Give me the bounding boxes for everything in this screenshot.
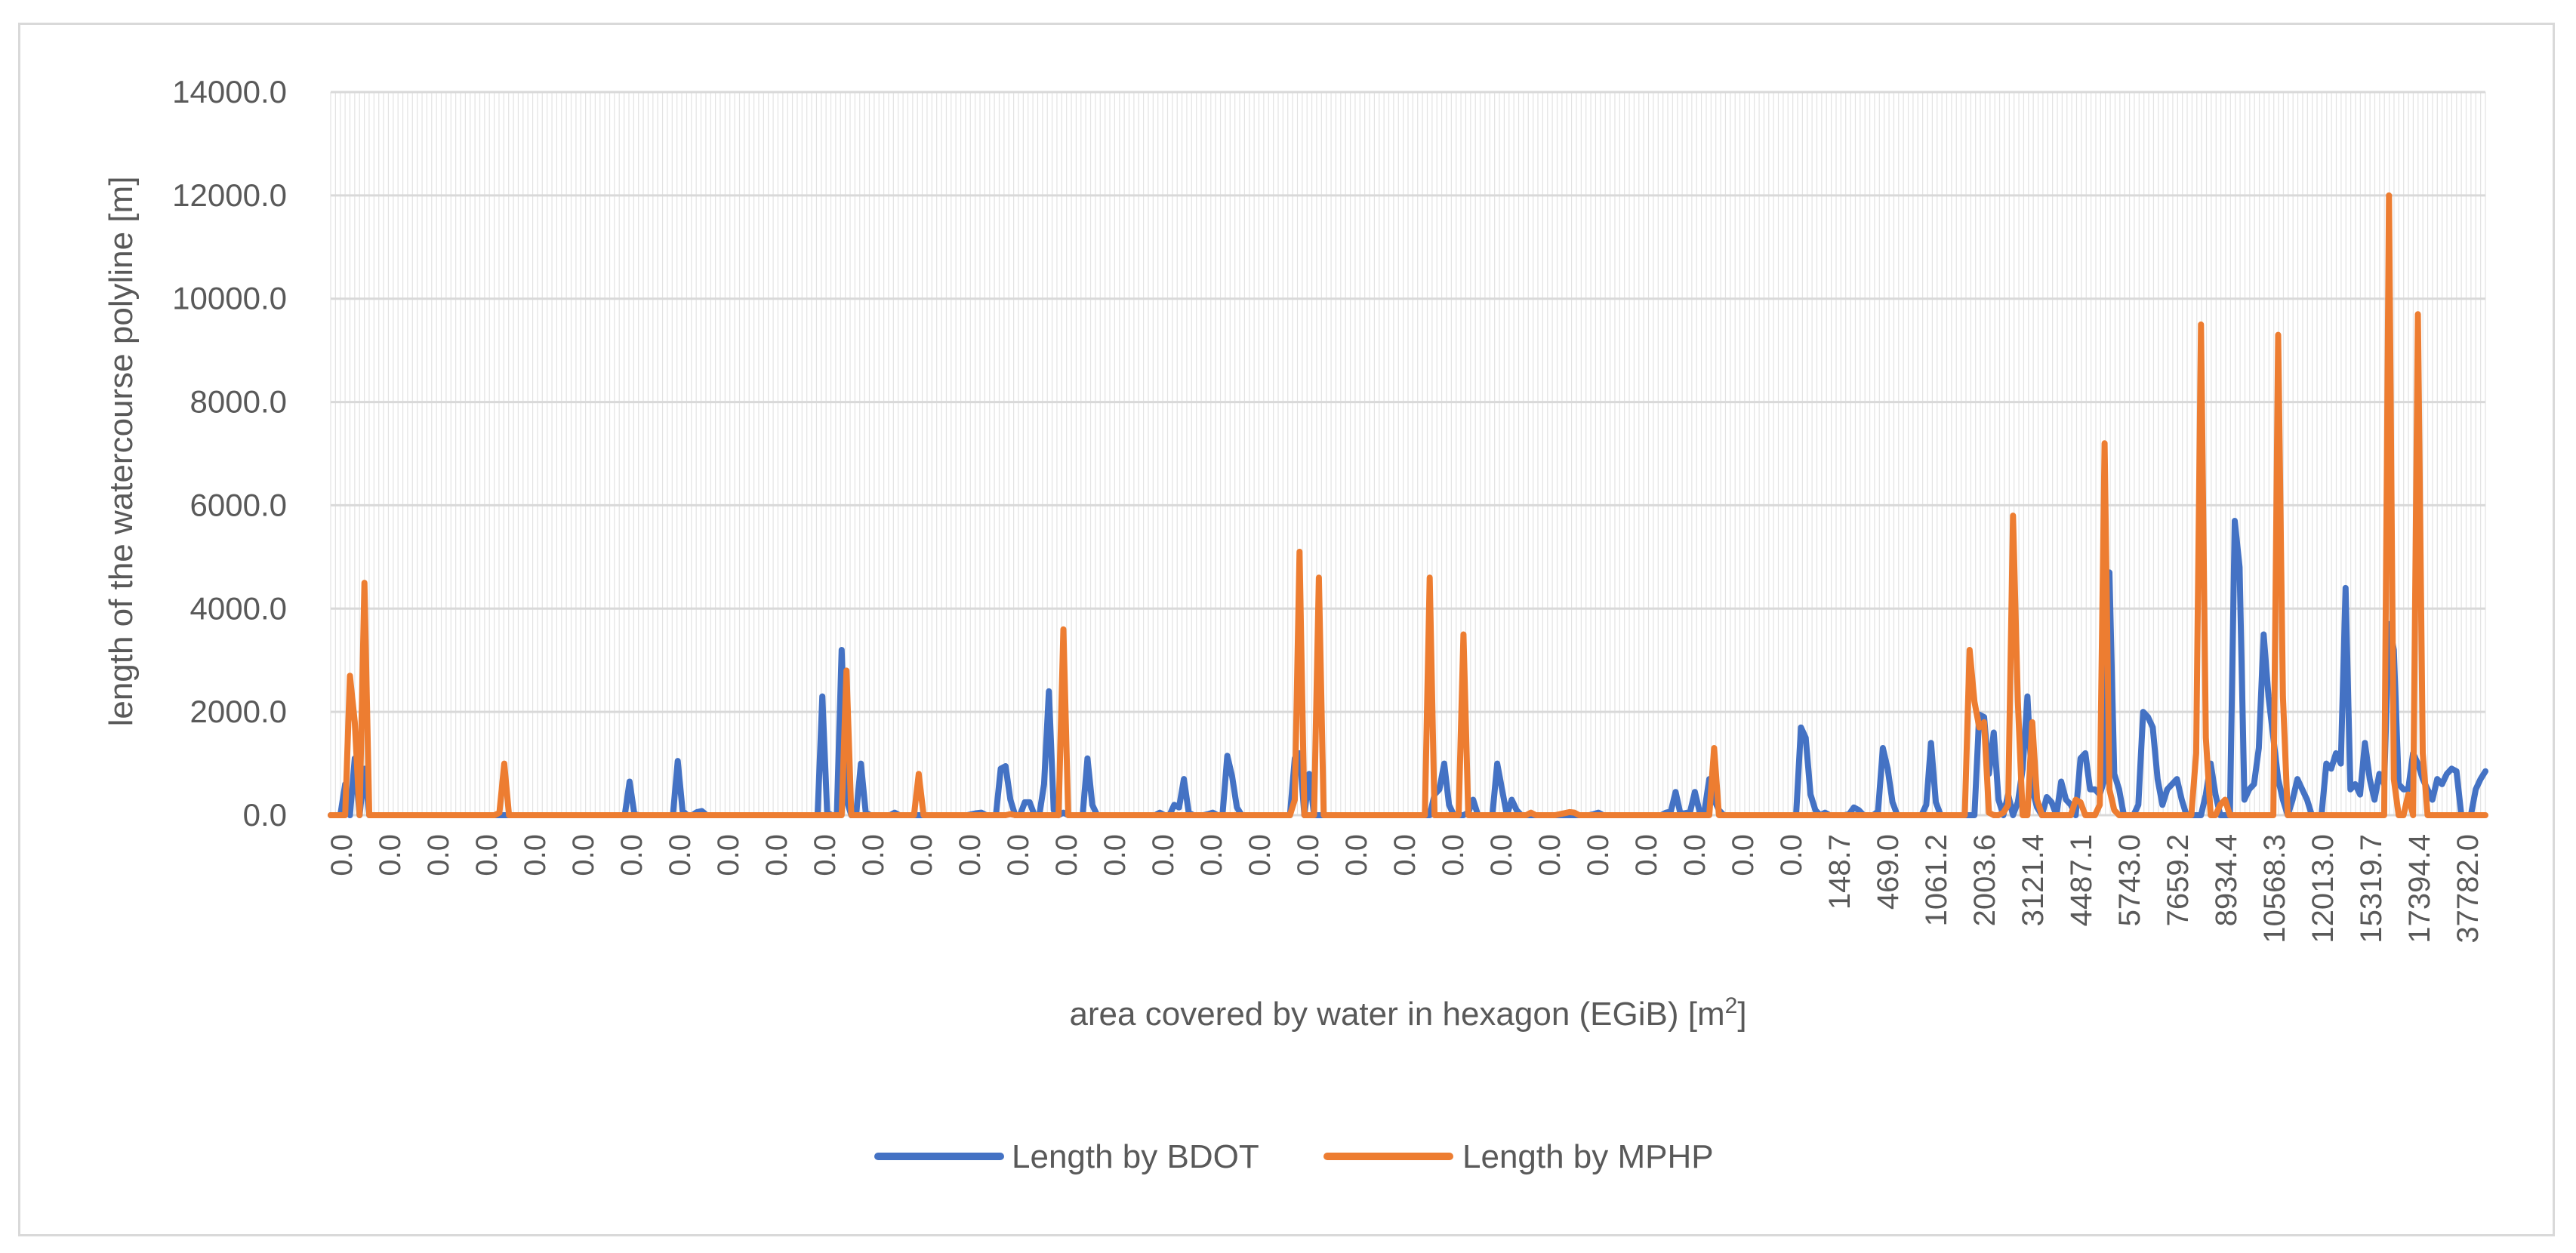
x-tick-label: 0.0 [615,834,649,876]
x-tick-label: 12013.0 [2306,834,2340,944]
x-tick-label: 0.0 [1195,834,1228,876]
legend: Length by BDOT Length by MPHP [874,1138,1714,1175]
x-tick-label: 0.0 [374,834,407,876]
x-tick-label: 0.0 [1533,834,1567,876]
x-tick-label: 0.0 [1243,834,1277,876]
legend-label-bdot: Length by BDOT [1012,1138,1259,1175]
x-tick-label: 8934.4 [2210,834,2243,926]
x-tick-label: 0.0 [857,834,890,876]
x-axis-title-superscript: 2 [1725,993,1738,1018]
y-tick-label: 0.0 [243,797,287,833]
x-tick-label: 0.0 [1050,834,1083,876]
x-tick-label: 0.0 [1727,834,1760,876]
x-tick-label: 5743.0 [2113,834,2146,926]
x-tick-label: 0.0 [1147,834,1180,876]
y-tick-label: 8000.0 [190,384,287,420]
x-tick-label: 0.0 [760,834,793,876]
y-tick-label: 4000.0 [190,590,287,626]
x-tick-label: 469.0 [1872,834,1905,910]
x-tick-label: 3121.4 [2017,834,2050,926]
x-tick-label: 10568.3 [2258,834,2291,944]
y-tick-label: 6000.0 [190,487,287,522]
vertical-gridlines [330,92,2486,815]
x-tick-label: 1061.2 [1920,834,1953,926]
x-axis-title: area covered by water in hexagon (EGiB) … [1069,993,1746,1033]
x-tick-label: 0.0 [1388,834,1422,876]
x-tick-label: 0.0 [1002,834,1035,876]
x-axis-tick-labels: 0.0 0.0 0.0 0.0 0.0 0.0 0.0 0.0 0.0 0.0 0.0 0.0 0.0 0… [325,834,2485,944]
x-tick-label: 4487.1 [2065,834,2098,926]
x-tick-label: 37782.0 [2451,834,2485,944]
x-tick-label: 0.0 [1485,834,1518,876]
x-tick-label: 15319.7 [2355,834,2388,944]
x-axis-title-end: ] [1737,996,1746,1033]
x-tick-label: 0.0 [1098,834,1132,876]
x-tick-label: 0.0 [1292,834,1325,876]
y-axis-title: length of the watercourse polyline [m] [103,177,140,727]
y-tick-label: 12000.0 [172,177,287,213]
y-axis-tick-labels: 0.0 2000.0 4000.0 6000.0 8000.0 10000.0 12000.… [172,74,287,833]
y-tick-label: 14000.0 [172,74,287,109]
x-tick-label: 0.0 [1340,834,1373,876]
x-tick-label: 2003.6 [1968,834,2001,926]
x-tick-label: 0.0 [1437,834,1470,876]
x-tick-label: 0.0 [1582,834,1615,876]
x-tick-label: 0.0 [905,834,938,876]
x-tick-label: 0.0 [325,834,359,876]
x-tick-label: 0.0 [954,834,987,876]
x-tick-label: 7659.2 [2162,834,2195,926]
series-lines [328,192,2488,818]
x-tick-label: 0.0 [422,834,455,876]
x-tick-label: 0.0 [519,834,552,876]
x-tick-label: 0.0 [1678,834,1712,876]
series-line-mphp [328,192,2488,818]
legend-label-mphp: Length by MPHP [1462,1138,1714,1175]
x-tick-label: 0.0 [567,834,600,876]
x-tick-label: 17394.4 [2403,834,2436,944]
y-tick-label: 2000.0 [190,694,287,729]
x-tick-label: 0.0 [1775,834,1808,876]
x-tick-label: 0.0 [809,834,842,876]
x-tick-label: 0.0 [1630,834,1663,876]
x-tick-label: 148.7 [1823,834,1857,910]
x-axis-title-main: area covered by water in hexagon (EGiB) … [1069,996,1724,1033]
x-tick-label: 0.0 [664,834,697,876]
y-tick-label: 10000.0 [172,281,287,316]
x-tick-label: 0.0 [712,834,745,876]
x-tick-label: 0.0 [470,834,504,876]
